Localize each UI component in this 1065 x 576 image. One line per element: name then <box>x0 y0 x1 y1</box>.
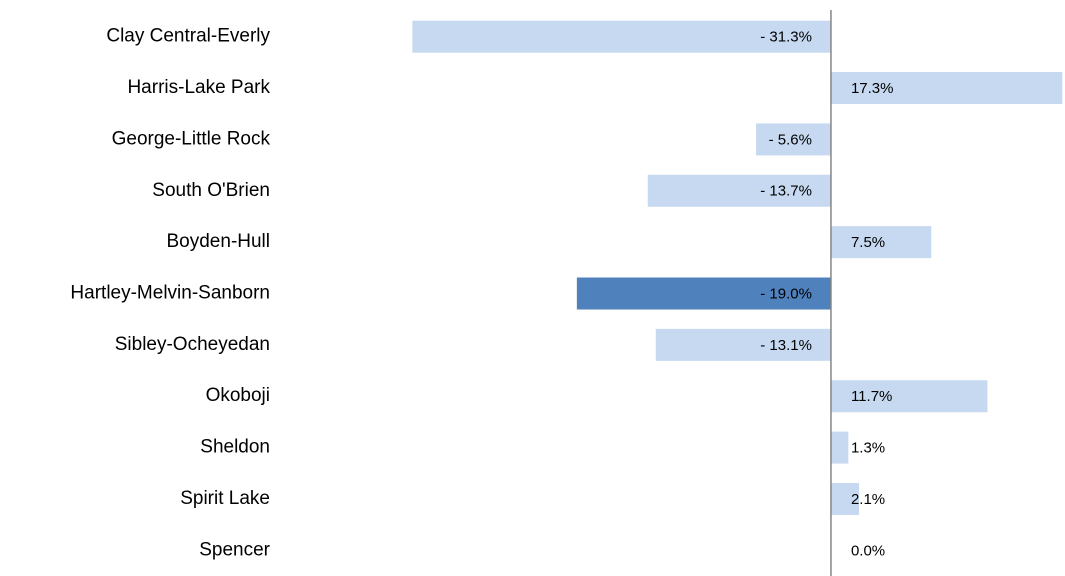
value-label: 0.0% <box>851 542 885 559</box>
category-label: Harris-Lake Park <box>127 77 270 98</box>
value-label: 7.5% <box>851 234 885 251</box>
value-label: - 19.0% <box>760 285 812 302</box>
bar <box>830 72 1063 105</box>
category-label: Boyden-Hull <box>167 231 271 252</box>
category-label: Spirit Lake <box>180 488 270 509</box>
bar <box>576 277 831 310</box>
value-label: 17.3% <box>851 80 894 97</box>
category-label: Okoboji <box>206 385 270 406</box>
value-label: - 13.1% <box>760 337 812 354</box>
category-label: Sibley-Ocheyedan <box>115 334 270 355</box>
bar <box>830 431 849 464</box>
value-label: - 5.6% <box>769 131 812 148</box>
category-label: South O'Brien <box>152 180 270 201</box>
value-label: 1.3% <box>851 440 885 457</box>
category-label: George-Little Rock <box>112 128 271 149</box>
bar <box>655 328 831 361</box>
value-label: 2.1% <box>851 491 885 508</box>
bar <box>756 123 831 156</box>
value-label: 11.7% <box>851 388 892 405</box>
bar <box>412 20 831 53</box>
category-label: Hartley-Melvin-Sanborn <box>70 283 270 304</box>
value-label: - 13.7% <box>760 183 812 200</box>
category-label: Clay Central-Everly <box>106 26 270 47</box>
value-label: - 31.3% <box>760 29 812 46</box>
bar <box>647 174 831 207</box>
category-label: Sheldon <box>200 437 270 458</box>
category-label: Spencer <box>199 539 270 560</box>
bar <box>830 380 988 413</box>
bar <box>830 226 932 259</box>
bar <box>830 482 860 515</box>
